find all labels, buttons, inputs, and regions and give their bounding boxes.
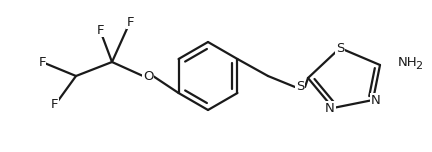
- Text: F: F: [38, 55, 46, 69]
- Text: N: N: [325, 102, 335, 114]
- Text: F: F: [51, 98, 59, 112]
- Text: S: S: [336, 41, 344, 55]
- Text: N: N: [371, 93, 381, 107]
- Text: O: O: [143, 69, 153, 83]
- Text: NH: NH: [398, 57, 418, 69]
- Text: 2: 2: [415, 61, 422, 71]
- Text: F: F: [126, 16, 134, 29]
- Text: S: S: [296, 81, 304, 93]
- Text: F: F: [96, 24, 104, 36]
